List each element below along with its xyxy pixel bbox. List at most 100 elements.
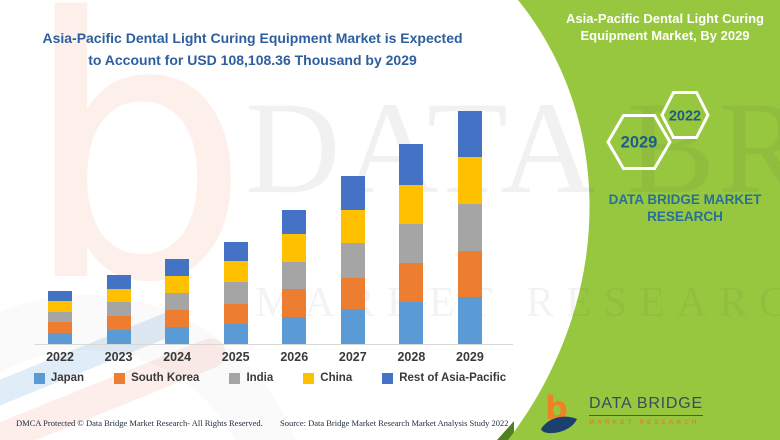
legend-swatch-rest-of-asia-pacific	[382, 372, 394, 384]
bar-segment-2026-south-korea	[282, 289, 307, 318]
bar-segment-2026-china	[282, 234, 307, 262]
chart-title-line1: Asia-Pacific Dental Light Curing Equipme…	[42, 30, 463, 46]
bar-segment-2022-china	[48, 301, 72, 312]
bar-segment-2023-india	[106, 302, 131, 317]
legend-item-south-korea: South Korea	[114, 372, 199, 384]
bar-segment-2026-india	[282, 261, 307, 290]
bar-2023	[106, 275, 131, 344]
bar-segment-2022-japan	[48, 333, 72, 344]
hexagon-2029	[606, 114, 672, 170]
source-note: Source: Data Bridge Market Research Mark…	[280, 418, 509, 428]
dmca-notice: DMCA Protected © Data Bridge Market Rese…	[16, 418, 263, 428]
panel-title: Asia-Pacific Dental Light Curing Equipme…	[552, 11, 778, 44]
legend-swatch-south-korea	[114, 372, 126, 384]
bar-segment-2028-china	[399, 184, 424, 225]
dark-green-edge	[497, 421, 514, 440]
bar-segment-2028-south-korea	[399, 263, 424, 303]
bar-segment-2025-india	[223, 282, 248, 304]
bar-segment-2027-india	[340, 242, 365, 278]
bar-segment-2027-japan	[340, 308, 365, 344]
data-bridge-logo: b DATA BRIDGE MARKET RESEARCH	[540, 388, 704, 436]
bar-segment-2024-rest-of-asia-pacific	[165, 259, 190, 276]
x-axis-label-2028: 2028	[397, 350, 426, 364]
legend-item-china: China	[303, 372, 352, 384]
bar-segment-2027-china	[340, 210, 365, 243]
legend-label-rest-of-asia-pacific: Rest of Asia-Pacific	[399, 372, 507, 384]
legend-label-japan: Japan	[50, 372, 85, 384]
x-axis-label-2026: 2026	[280, 350, 309, 364]
bar-segment-2027-rest-of-asia-pacific	[340, 175, 365, 211]
legend-label-india: India	[246, 372, 274, 384]
bar-segment-2025-south-korea	[223, 303, 248, 325]
bar-2027	[340, 175, 365, 344]
legend-swatch-india	[229, 372, 241, 384]
legend-item-japan: Japan	[33, 372, 85, 384]
logo-subtitle: MARKET RESEARCH	[589, 419, 700, 426]
panel-title-line2: Equipment Market, By 2029	[580, 27, 750, 43]
x-axis-label-2022: 2022	[46, 350, 74, 364]
hexagon-2029-label: 2029	[621, 134, 658, 152]
legend-label-china: China	[320, 372, 353, 384]
bar-segment-2023-south-korea	[106, 316, 131, 330]
bar-segment-2027-south-korea	[340, 277, 365, 309]
legend-item-india: India	[229, 372, 273, 384]
bar-segment-2026-japan	[282, 317, 307, 344]
panel-title-line1: Asia-Pacific Dental Light Curing	[566, 11, 764, 26]
bar-segment-2029-japan	[457, 297, 482, 344]
bar-segment-2029-rest-of-asia-pacific	[457, 111, 482, 158]
bar-2025	[223, 242, 248, 344]
bar-2022	[48, 290, 72, 344]
x-axis-label-2027: 2027	[338, 350, 367, 364]
bar-segment-2024-china	[165, 275, 190, 294]
brand-line1: DATA BRIDGE MARKET	[608, 192, 762, 207]
logo-b-watermark: b	[22, 0, 251, 361]
bar-2024	[165, 259, 190, 344]
bar-segment-2028-india	[399, 224, 424, 264]
bar-segment-2024-japan	[165, 326, 190, 344]
x-axis-line	[35, 344, 513, 345]
bar-2026	[282, 210, 307, 344]
bar-chart-plot-area	[48, 110, 482, 344]
logo-text: DATA BRIDGE MARKET RESEARCH	[589, 388, 704, 426]
hexagon-2022-label: 2022	[669, 109, 701, 125]
legend: Japan South Korea India China Rest of Asia-P…	[0, 372, 540, 384]
bar-segment-2026-rest-of-asia-pacific	[282, 210, 307, 235]
chart-title: Asia-Pacific Dental Light Curing Equipme…	[30, 27, 475, 71]
hexagon-2022	[660, 91, 710, 139]
x-axis-label-2025: 2025	[221, 350, 250, 364]
logo-mark-icon: b	[541, 389, 577, 434]
x-axis-label-2029: 2029	[456, 350, 484, 364]
bar-segment-2028-japan	[399, 302, 424, 344]
bar-segment-2023-china	[106, 288, 131, 303]
legend-item-rest-of-asia-pacific: Rest of Asia-Pacific	[382, 372, 506, 384]
bar-2028	[399, 144, 424, 344]
brand-wordmark: DATA BRIDGE MARKET RESEARCH	[590, 191, 780, 225]
bar-segment-2025-rest-of-asia-pacific	[223, 242, 248, 262]
bar-segment-2023-rest-of-asia-pacific	[106, 275, 131, 289]
brand-line2: RESEARCH	[647, 209, 723, 224]
bar-segment-2029-south-korea	[457, 250, 482, 298]
bar-segment-2022-rest-of-asia-pacific	[48, 290, 72, 302]
bar-segment-2029-india	[457, 204, 482, 251]
bar-segment-2025-japan	[223, 324, 248, 344]
legend-swatch-china	[303, 372, 315, 384]
bar-segment-2023-japan	[106, 329, 131, 344]
bar-segment-2028-rest-of-asia-pacific	[399, 144, 424, 185]
green-panel-shape	[508, 0, 780, 440]
bar-segment-2025-china	[223, 261, 248, 283]
bar-segment-2024-india	[165, 293, 190, 310]
hexagon-years: 2029 2022	[606, 91, 710, 170]
bar-2029	[457, 111, 482, 344]
x-axis-labels: 2022 2023 2024 2025 2026 2027 2028 2029	[38, 350, 492, 364]
bar-segment-2024-south-korea	[165, 309, 190, 327]
legend-swatch-japan	[33, 372, 45, 384]
chart-title-line2: to Account for USD 108,108.36 Thousand b…	[88, 52, 417, 68]
legend-label-south-korea: South Korea	[131, 372, 200, 384]
bar-segment-2029-china	[457, 157, 482, 205]
bar-segment-2022-india	[48, 311, 72, 323]
x-axis-label-2024: 2024	[163, 350, 192, 364]
logo-swoosh-icon	[541, 416, 577, 434]
logo-name: DATA BRIDGE	[589, 395, 704, 416]
